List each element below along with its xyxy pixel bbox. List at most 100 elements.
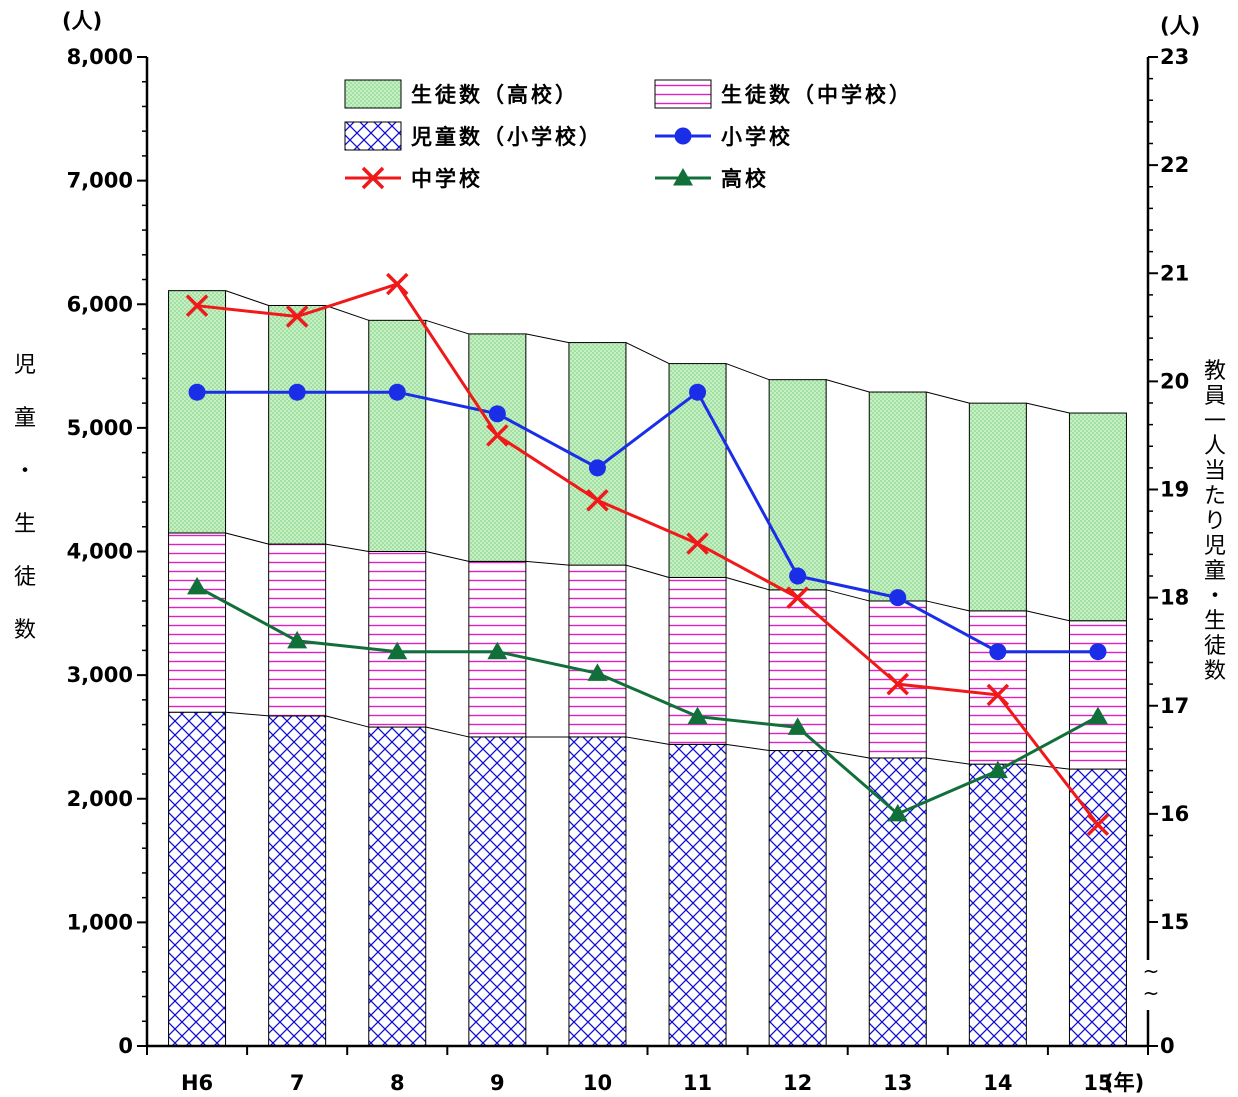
bar-segment [268,304,327,545]
y-right-tick-label: 21 [1160,261,1189,285]
data-point-triangle [687,706,708,725]
y-right-label-char: 徒 [1204,634,1226,659]
y-left-label-char: 数 [14,618,36,643]
data-point-triangle [887,803,908,822]
series-line [196,585,1099,816]
connector-line [225,711,269,717]
y-right-tick-label: 0 [1160,1034,1175,1058]
y-left-label-char: 生 [14,512,36,537]
data-point-triangle [487,641,508,660]
y-right-label-char: 児 [1204,534,1226,559]
axes: 0 1,000 2,000 3,000 4,000 5,000 6,000 7,000 8,00… [67,45,1190,1095]
connector-line [826,750,870,759]
axis-break-mark: ~ [1143,981,1160,1005]
bar-segment [368,551,427,728]
series-line [196,282,1100,826]
bar-segment [968,610,1027,765]
y-left-tick-label: 7,000 [67,169,133,193]
stacked-bars [168,290,1127,1047]
connector-line [926,391,970,404]
data-point-x [986,683,1010,707]
y-left-tick-label: 3,000 [67,663,133,687]
data-point-x [1086,813,1110,836]
legend-label: 高校 [721,167,769,191]
bar-segment [1068,768,1127,1047]
bar-segment [268,715,327,1047]
x-axis-unit: (年) [1104,1071,1144,1095]
data-point-x [886,672,909,696]
data-point-x [185,294,209,317]
connector-line [1026,402,1070,414]
y-right-label-char: 当 [1204,459,1226,484]
legend-swatch [344,79,402,109]
series-line [197,389,1098,654]
y-right-tick-label: 16 [1160,802,1189,826]
y-left-tick-label: 4,000 [67,540,133,564]
y-left-label-char: ・ [14,459,36,484]
legend-label: 生徒数（高校） [411,83,579,107]
data-point-triangle [987,760,1008,779]
y-right-label-char: ・ [1204,584,1226,609]
line-series [185,272,1110,836]
connector-line [425,726,469,738]
data-point-x [361,166,385,190]
y-right-label-char: 教 [1204,359,1226,384]
data-point-x [285,305,309,328]
legend-swatch [654,79,712,109]
y-left-tick-label: 8,000 [67,45,133,69]
y-right-label-char: 員 [1204,384,1226,409]
data-point-circle [889,589,907,607]
connector-line [225,532,269,545]
bar-connector-lines [225,290,1070,770]
y-right-tick-label: 15 [1160,910,1189,934]
y-left-label-char: 童 [14,406,36,431]
data-point-circle [689,383,707,401]
bar-segment [368,319,427,553]
x-tick-label: 14 [983,1071,1012,1095]
x-tick-label: 11 [683,1071,712,1095]
data-point-x [486,424,509,447]
y-left-tick-label: 1,000 [67,910,133,934]
connector-line [225,290,269,306]
connector-line [425,551,469,562]
legend-label: 中学校 [411,167,483,191]
y-right-tick-label: 18 [1160,586,1189,610]
connector-line [1026,763,1070,770]
y-left-tick-label: 0 [118,1034,133,1058]
y-right-label-char: 生 [1204,609,1226,634]
data-point-triangle [787,717,808,735]
y-right-label-char: た [1204,484,1226,509]
connector-line [725,576,770,591]
connector-line [625,564,670,578]
bar-segment [968,402,1027,612]
bar-segment [868,391,927,602]
y-right-label-char: 数 [1204,659,1226,684]
x-tick-label: 12 [783,1071,812,1095]
data-point-x [786,586,809,609]
connector-line [725,743,770,752]
y-left-tick-label: 2,000 [67,787,133,811]
data-point-x [686,532,709,555]
data-point-triangle [387,641,408,660]
y-right-label-char: り [1204,509,1226,534]
connector-line [425,319,470,335]
connector-line [625,736,670,745]
connector-line [926,757,970,765]
y-right-label-char: 人 [1204,434,1226,459]
y-right-tick-label: 19 [1160,478,1189,502]
x-tick-label: 8 [390,1071,405,1095]
y-left-tick-label: 5,000 [67,416,133,440]
bar-segment [668,743,727,1047]
connector-line [1026,610,1070,622]
x-tick-label: 10 [583,1071,612,1095]
connector-line [826,589,870,602]
data-point-circle [674,127,692,145]
bar-segment [768,379,827,591]
y-right-label-char: 童 [1204,559,1226,584]
data-point-triangle [1087,706,1108,725]
y-right-tick-label: 22 [1160,153,1189,177]
bar-segment [1068,412,1127,622]
